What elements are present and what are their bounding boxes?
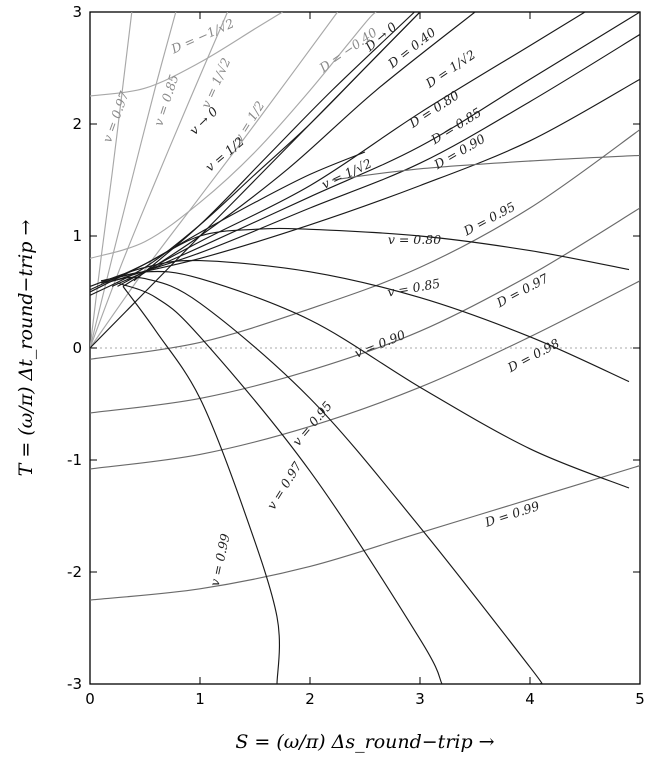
curve-label-v-0: v = 0.97 — [99, 89, 131, 144]
curve-label-v-1: v = 0.85 — [151, 73, 182, 128]
curve-v-20 — [90, 227, 630, 291]
x-tick-label: 2 — [305, 690, 315, 708]
y-tick-label: -2 — [67, 563, 82, 581]
curve-D-4 — [90, 12, 283, 97]
curve-label-v-25: v = 0.99 — [207, 532, 233, 587]
curve-D-10 — [117, 12, 586, 287]
x-tick-label: 5 — [635, 690, 645, 708]
curve-v-3 — [90, 12, 338, 349]
curve-label-v-7: v = 1/2 — [202, 134, 247, 175]
curve-label-v-20: v = 0.80 — [388, 232, 441, 247]
y-tick-label: 2 — [72, 115, 82, 133]
curve-label-D-17: D = 0.99 — [482, 498, 541, 530]
curve-v-23 — [111, 276, 543, 684]
curve-label-v-6: v → 0 — [186, 104, 221, 138]
curve-D-15 — [90, 207, 640, 414]
curve-v-7 — [90, 12, 421, 296]
curve-D-8 — [133, 12, 415, 282]
curve-D-17 — [90, 465, 640, 601]
x-tick-label: 1 — [195, 690, 205, 708]
x-tick-label: 4 — [525, 690, 535, 708]
curve-label-v-23: v = 0.95 — [289, 398, 335, 449]
curve-label-D-4: D = −1/√2 — [168, 15, 236, 56]
curve-label-D-16: D = 0.98 — [504, 335, 562, 375]
curve-v-25 — [122, 286, 281, 684]
y-tick-label: 0 — [72, 339, 82, 357]
curve-D-14 — [90, 129, 640, 360]
curve-D-13 — [100, 78, 640, 282]
curve-label-v-22: v = 0.90 — [352, 327, 407, 361]
y-tick-label: 1 — [72, 227, 82, 245]
curve-label-v-24: v = 0.97 — [264, 459, 305, 512]
curve-v-22 — [100, 270, 630, 489]
curve-D-18 — [331, 154, 640, 181]
curve-v-2 — [90, 12, 229, 349]
x-tick-label: 0 — [85, 690, 95, 708]
curve-label-D-10: D = 1/√2 — [422, 47, 478, 92]
tick-labels: 0 1 2 3 4 5 -3 -2 -1 0 1 2 3 — [67, 3, 645, 708]
curve-v-0 — [90, 12, 133, 349]
y-axis-title: T = (ω/π) Δt_round−trip → — [15, 220, 37, 477]
curves — [90, 12, 640, 684]
y-tick-label: -3 — [67, 675, 82, 693]
curve-D-11 — [111, 12, 640, 287]
x-tick-label: 3 — [415, 690, 425, 708]
curve-v-24 — [117, 282, 443, 684]
curve-D-9 — [122, 12, 476, 287]
curve-D-12 — [106, 33, 640, 284]
y-tick-label: -1 — [67, 451, 82, 469]
curve-D-5 — [90, 12, 377, 259]
x-axis-title: S = (ω/π) Δs_round−trip → — [235, 731, 494, 753]
curve-v-1 — [90, 12, 177, 349]
curve-label-v-2: v = 1/√2 — [198, 55, 234, 110]
curve-D-16 — [90, 280, 640, 470]
y-tick-label: 3 — [72, 3, 82, 21]
axis-ticks — [89, 11, 641, 685]
curve-v-21 — [90, 259, 630, 383]
